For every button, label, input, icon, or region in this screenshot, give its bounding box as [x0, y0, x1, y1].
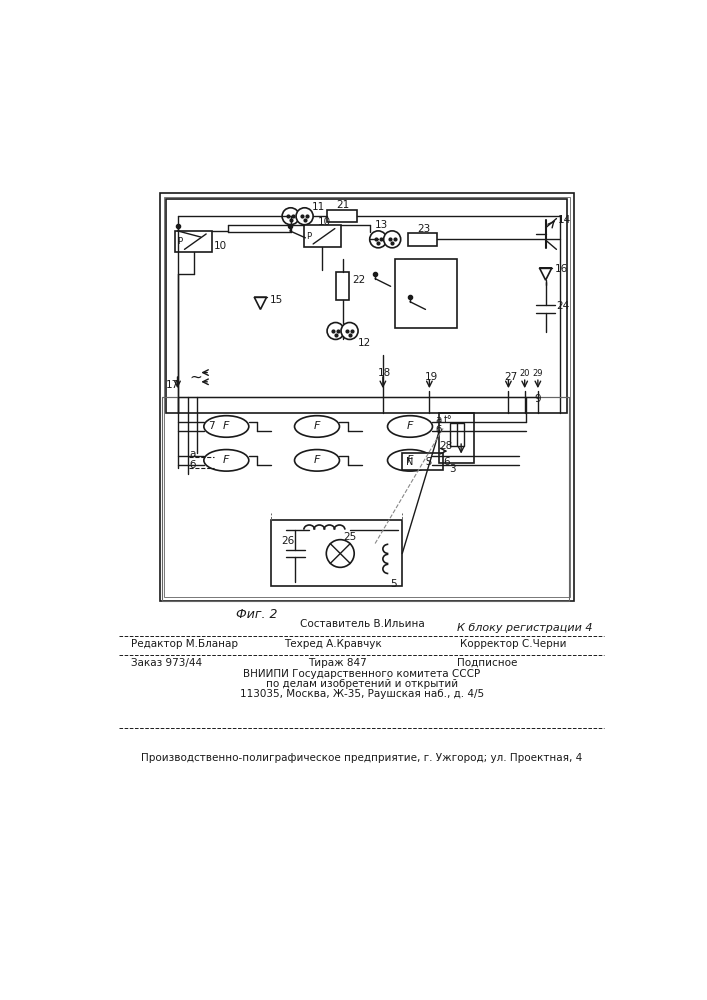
Text: 18: 18: [378, 368, 392, 378]
Text: Фиг. 2: Фиг. 2: [235, 608, 277, 621]
Ellipse shape: [295, 450, 339, 471]
Text: F: F: [223, 421, 230, 431]
Text: F: F: [223, 455, 230, 465]
Circle shape: [341, 323, 358, 339]
Text: ~: ~: [189, 370, 202, 385]
Text: 26: 26: [281, 536, 295, 546]
Text: 12: 12: [358, 338, 371, 348]
Bar: [163, 197, 570, 597]
Text: ВНИИПИ Государственного комитета СССР: ВНИИПИ Государственного комитета СССР: [243, 669, 481, 679]
Bar: [175, 231, 212, 252]
Bar: [327, 210, 356, 222]
Circle shape: [327, 323, 344, 339]
Text: 20: 20: [519, 369, 530, 378]
Circle shape: [282, 208, 299, 225]
Text: 24: 24: [556, 301, 570, 311]
Text: Подписное: Подписное: [457, 658, 517, 668]
Text: 5: 5: [391, 579, 397, 589]
Text: Техред А.Кравчук: Техред А.Кравчук: [284, 639, 382, 649]
Text: F: F: [314, 421, 320, 431]
Text: 22: 22: [352, 275, 365, 285]
Ellipse shape: [204, 450, 249, 471]
Text: а: а: [436, 415, 442, 425]
Circle shape: [384, 231, 401, 248]
Text: 15: 15: [270, 295, 283, 305]
Bar: [395, 259, 457, 328]
Text: 10: 10: [214, 241, 227, 251]
Text: N    S: N S: [406, 457, 432, 467]
Bar: [160, 193, 573, 601]
Text: 23: 23: [417, 224, 431, 234]
Text: 13: 13: [374, 220, 387, 230]
Text: 25: 25: [344, 532, 356, 542]
Text: Тираж 847: Тираж 847: [308, 658, 366, 668]
Text: 19: 19: [425, 372, 438, 382]
Bar: [337, 272, 349, 300]
Text: 17: 17: [166, 380, 179, 390]
Text: Корректор С.Черни: Корректор С.Черни: [460, 639, 567, 649]
Bar: [440, 413, 474, 463]
Text: Редактор М.Бланар: Редактор М.Бланар: [131, 639, 238, 649]
Text: Заказ 973/44: Заказ 973/44: [131, 658, 202, 668]
Polygon shape: [539, 268, 552, 280]
Text: 21: 21: [337, 200, 350, 210]
Text: Составитель В.Ильина: Составитель В.Ильина: [300, 619, 424, 629]
Ellipse shape: [387, 450, 433, 471]
Text: К блоку регистрации 4: К блоку регистрации 4: [457, 623, 592, 633]
Text: б: б: [436, 425, 442, 435]
Text: P: P: [177, 237, 182, 246]
Text: 10: 10: [317, 217, 331, 227]
Polygon shape: [255, 297, 267, 309]
Bar: [166, 199, 567, 413]
Ellipse shape: [204, 416, 249, 437]
Text: 113035, Москва, Ж-35, Раушская наб., д. 4/5: 113035, Москва, Ж-35, Раушская наб., д. …: [240, 689, 484, 699]
Circle shape: [370, 231, 387, 248]
Text: P: P: [306, 232, 311, 241]
Text: F: F: [407, 421, 413, 431]
Bar: [402, 453, 443, 470]
Text: F: F: [314, 455, 320, 465]
Text: 16: 16: [555, 264, 568, 274]
Text: по делам изобретений и открытий: по делам изобретений и открытий: [266, 679, 458, 689]
Text: 6: 6: [443, 457, 450, 467]
Bar: [450, 423, 464, 446]
Circle shape: [327, 540, 354, 567]
Text: t°: t°: [443, 415, 452, 425]
Text: б: б: [189, 460, 196, 470]
Text: Производственно-полиграфическое предприятие, г. Ужгород; ул. Проектная, 4: Производственно-полиграфическое предприя…: [141, 753, 583, 763]
Text: а: а: [189, 449, 196, 459]
Circle shape: [296, 208, 313, 225]
Text: 29: 29: [532, 369, 543, 378]
Text: F: F: [407, 455, 413, 465]
Text: 27: 27: [505, 372, 518, 382]
Text: 28: 28: [440, 441, 452, 451]
Bar: [162, 397, 569, 601]
Text: 3: 3: [449, 464, 455, 474]
Ellipse shape: [295, 416, 339, 437]
Bar: [304, 225, 341, 247]
Text: 7: 7: [209, 421, 215, 431]
Ellipse shape: [387, 416, 433, 437]
Text: 14: 14: [558, 215, 571, 225]
Bar: [271, 520, 402, 586]
Text: 11: 11: [312, 202, 325, 212]
Bar: [408, 233, 437, 246]
Text: 9: 9: [534, 394, 541, 404]
